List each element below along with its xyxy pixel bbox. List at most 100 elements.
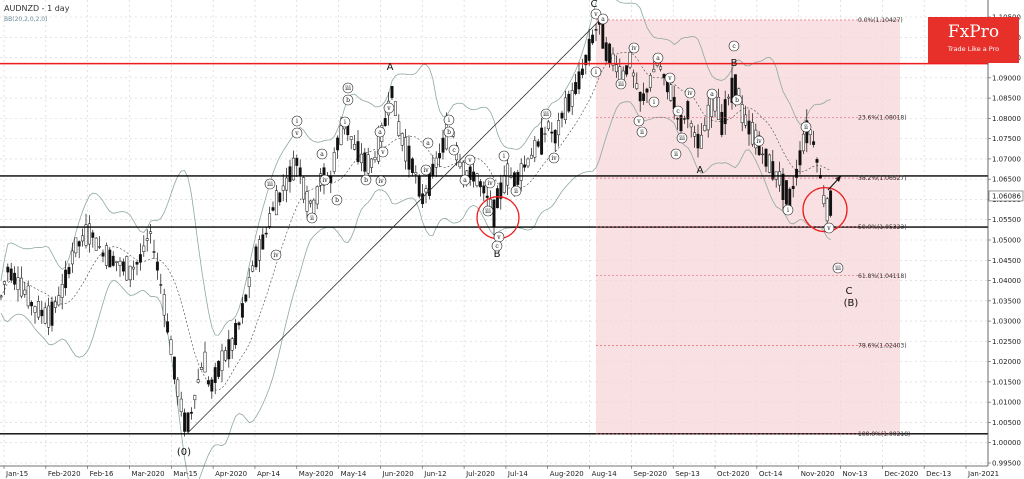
y-tick-label: 1.00500 xyxy=(992,419,1021,427)
candle-body xyxy=(495,188,499,209)
candle-body xyxy=(781,173,785,200)
candle-body xyxy=(703,125,707,131)
candle-body xyxy=(366,154,370,174)
wave-label-major: A xyxy=(697,165,704,176)
candle-body xyxy=(696,133,700,149)
x-tick-label: Mar-15 xyxy=(173,470,197,478)
candle-body xyxy=(669,84,673,101)
wave-label-circle xyxy=(374,126,386,138)
candle-body xyxy=(67,267,71,275)
wave-label-circle xyxy=(331,194,343,206)
candle-body xyxy=(217,360,221,377)
candle-body xyxy=(798,150,802,166)
candle-body xyxy=(404,137,408,162)
candle-body xyxy=(155,261,159,271)
candle-body xyxy=(244,294,248,302)
candle-body xyxy=(0,295,3,298)
candle-body xyxy=(210,379,214,392)
candle-body xyxy=(771,161,775,180)
wave-label-minor: iv xyxy=(551,155,557,162)
x-tick-label: Mar-2020 xyxy=(131,470,164,478)
wave-label-circle xyxy=(270,249,282,261)
wave-label-circle xyxy=(443,126,455,138)
wave-label-minor: iii xyxy=(679,135,685,142)
wave-label-circle xyxy=(422,137,434,149)
x-tick-label: Jun-12 xyxy=(423,470,446,478)
candle-body xyxy=(393,101,397,116)
wave-label-circle xyxy=(676,132,688,144)
candle-body xyxy=(645,88,649,93)
wave-label-circle xyxy=(832,262,844,274)
wave-label-minor: i xyxy=(595,69,597,76)
candle-body xyxy=(189,411,193,414)
wave-label-minor: v xyxy=(667,75,672,82)
candle-body xyxy=(183,412,187,432)
fib-label: 23.6%(1.08018) xyxy=(858,115,907,122)
wave-label-circle xyxy=(548,152,560,164)
candle-body xyxy=(121,261,125,272)
wave-label-circle xyxy=(459,174,471,186)
wave-label-major: (B) xyxy=(844,298,859,309)
candle-body xyxy=(196,379,200,383)
candle-body xyxy=(492,199,496,228)
wave-label-circle xyxy=(360,174,372,186)
candle-body xyxy=(370,158,374,168)
candle-body xyxy=(84,224,88,246)
wave-label-circle xyxy=(597,13,609,25)
candle-body xyxy=(274,190,278,216)
candle-body xyxy=(227,339,231,360)
wave-label-circle xyxy=(510,185,522,197)
x-tick-label: Jul-14 xyxy=(507,470,528,478)
x-tick-label: Jul-2020 xyxy=(465,470,495,478)
candle-body xyxy=(506,163,510,186)
candle-body xyxy=(166,321,170,333)
wave-label-circle xyxy=(339,116,351,128)
candle-body xyxy=(635,83,639,89)
wave-label-minor: v xyxy=(294,130,299,137)
candle-body xyxy=(53,301,57,308)
wave-label-circle xyxy=(498,150,510,162)
candle-body xyxy=(761,153,765,156)
candle-body xyxy=(744,114,748,126)
y-tick-label: 1.00000 xyxy=(992,439,1021,447)
candle-body xyxy=(13,272,17,285)
wave-label-minor: iv xyxy=(322,177,328,184)
candle-body xyxy=(70,250,74,265)
wave-label-minor: ii xyxy=(804,124,808,131)
candle-body xyxy=(570,90,574,107)
candle-body xyxy=(750,122,754,145)
wave-label-minor: c xyxy=(452,147,456,154)
y-tick-label: 1.09000 xyxy=(992,74,1021,82)
marker-circle xyxy=(802,186,848,233)
wave-label-circle xyxy=(823,222,835,234)
candle-body xyxy=(206,380,210,385)
candle-body xyxy=(533,140,537,158)
wave-label-minor: iv xyxy=(487,180,493,187)
candle-body xyxy=(611,53,615,66)
wave-label-minor: b xyxy=(364,177,368,184)
wave-label-circle xyxy=(264,178,276,190)
candle-body xyxy=(230,338,234,351)
wave-label-minor: v xyxy=(496,234,501,241)
candle-body xyxy=(138,254,142,263)
wave-label-minor: b xyxy=(447,129,451,136)
wave-label-minor: iii xyxy=(485,208,491,215)
candle-body xyxy=(339,125,343,145)
wave-label-circle xyxy=(753,135,765,147)
wave-label-circle xyxy=(782,204,794,216)
y-tick-label: 1.03500 xyxy=(992,297,1021,305)
candle-body xyxy=(43,307,47,324)
fib-label: 38.2%(1.06527) xyxy=(858,175,907,182)
candle-body xyxy=(682,118,686,120)
x-tick-label: Apr-2020 xyxy=(215,470,247,478)
candle-body xyxy=(553,129,557,144)
candle-body xyxy=(305,191,309,212)
y-tick-label: 1.05500 xyxy=(992,216,1021,224)
candle-body xyxy=(764,148,768,167)
candle-body xyxy=(550,131,554,134)
candle-body xyxy=(264,232,268,235)
candle-body xyxy=(81,235,85,242)
y-tick-label: 1.06500 xyxy=(992,176,1021,184)
candle-body xyxy=(560,112,564,119)
candle-body xyxy=(104,245,108,266)
